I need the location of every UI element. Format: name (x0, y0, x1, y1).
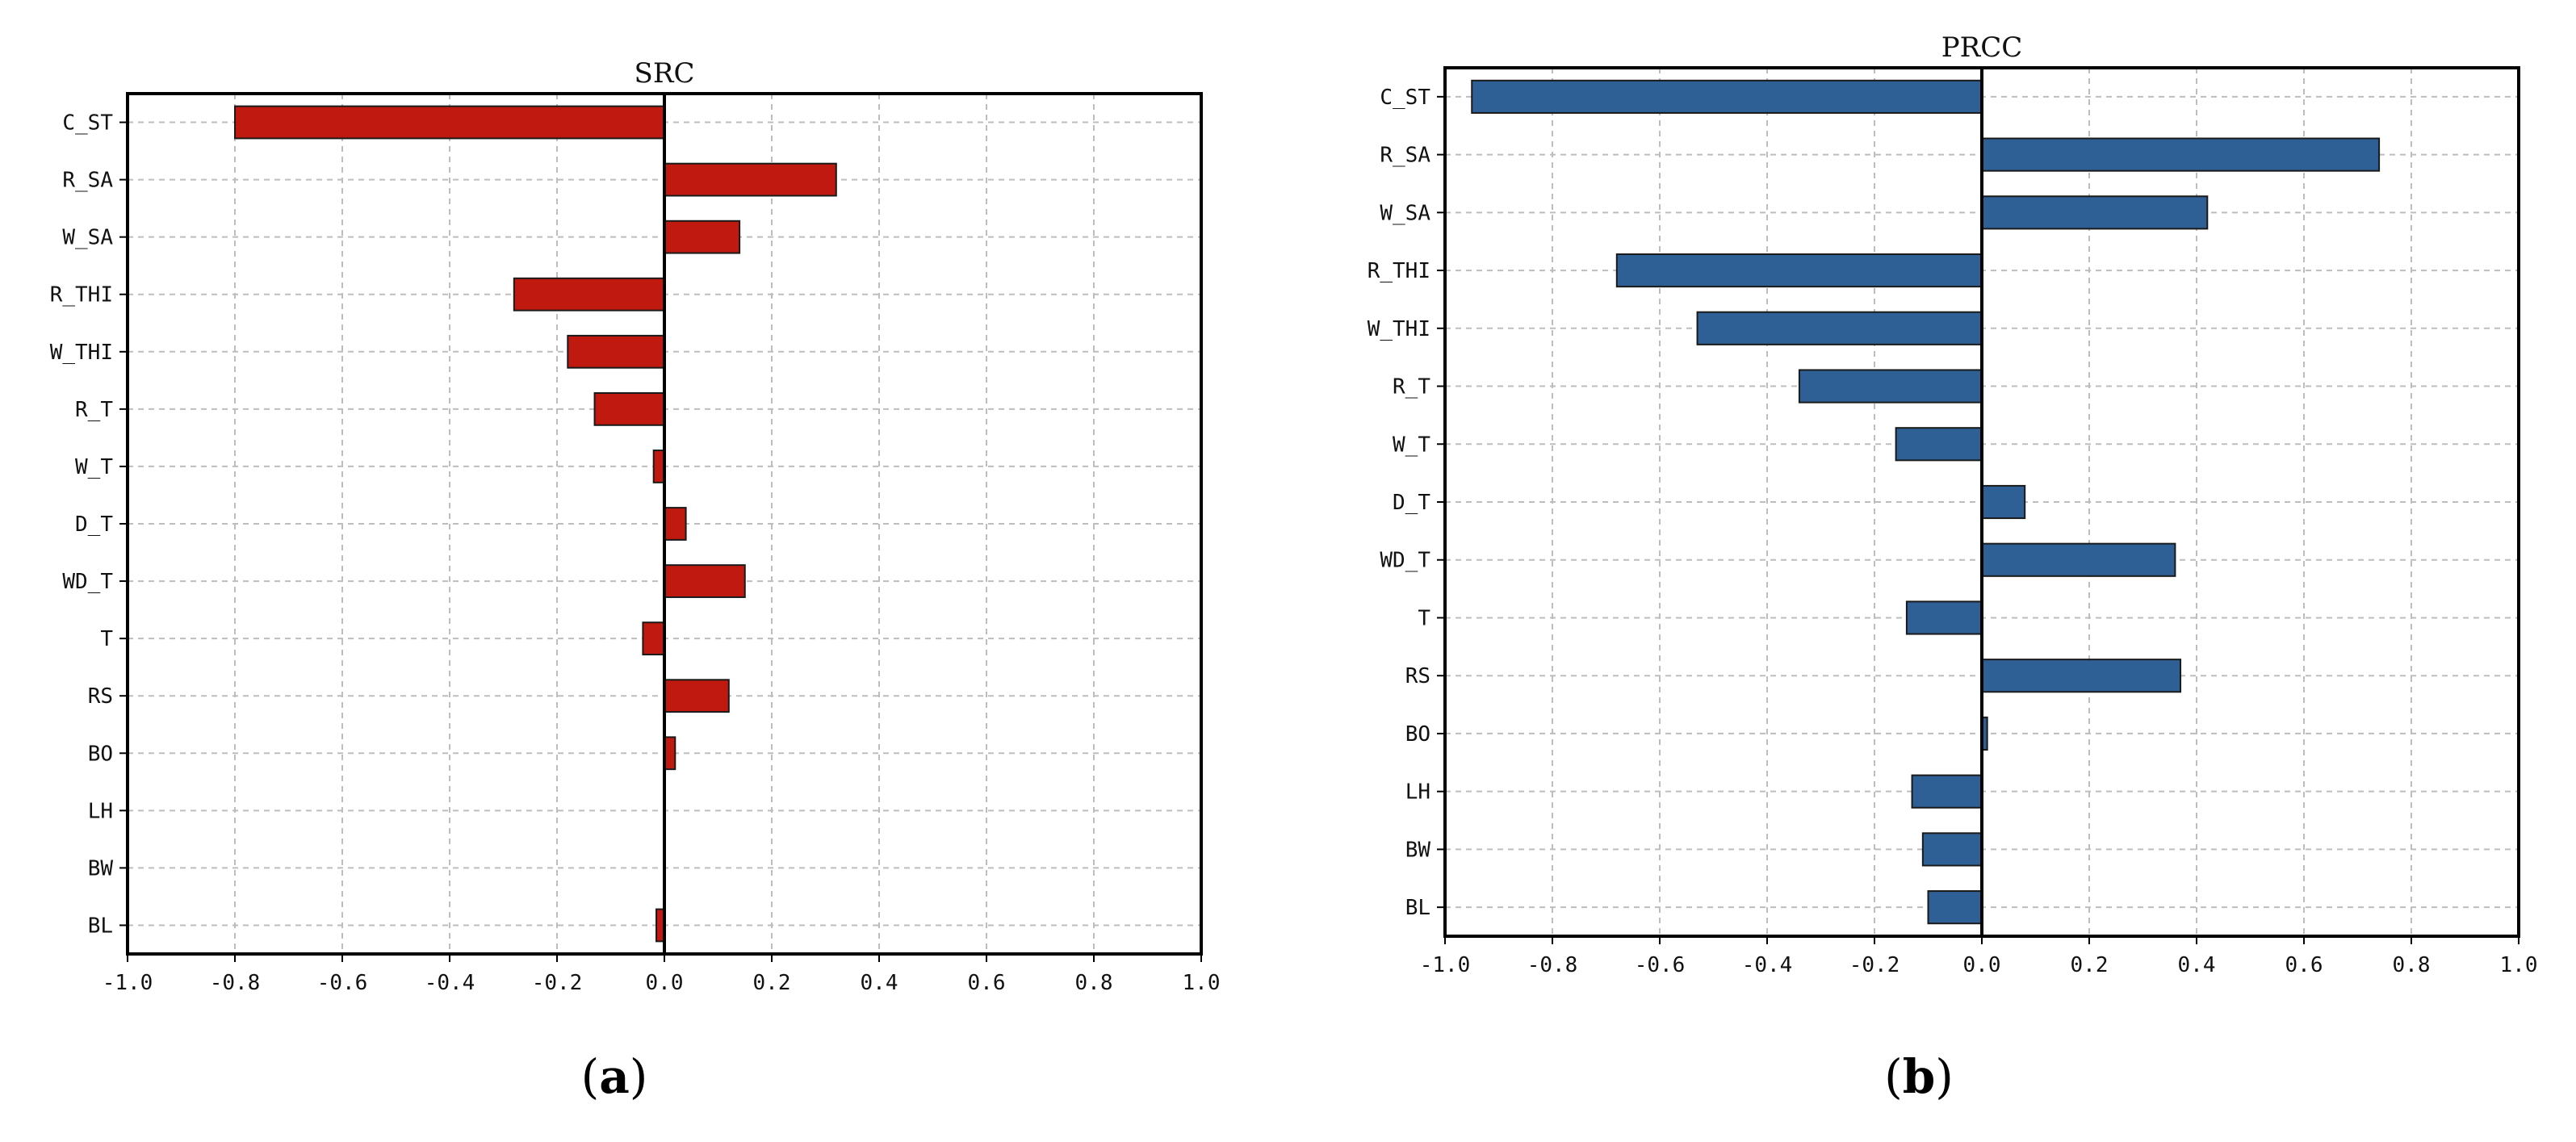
bar-w-t (1895, 427, 1983, 462)
category-label: WD_T (62, 570, 113, 594)
category-label: BL (1405, 896, 1430, 920)
bar-rs (664, 679, 730, 713)
category-label: R_T (1393, 375, 1430, 399)
panel-label-a: (a) (580, 1049, 648, 1104)
bar-r-sa (664, 162, 837, 197)
bar-r-thi (513, 277, 665, 312)
category-label: W_SA (62, 226, 113, 250)
category-label: BO (88, 742, 113, 766)
bar-w-sa (1981, 195, 2209, 230)
bar-r-thi (1615, 253, 1983, 288)
category-label: RS (88, 684, 113, 709)
category-label: BO (1405, 722, 1430, 747)
x-tick-label: 1.0 (1183, 971, 1221, 995)
category-label: RS (1405, 664, 1430, 688)
category-label: LH (88, 799, 113, 823)
category-label: R_THI (1368, 259, 1430, 283)
category-label: BW (1405, 838, 1431, 862)
bar-bl (1927, 890, 1983, 925)
chart-title: SRC (635, 57, 695, 90)
x-tick-label: -0.2 (532, 971, 583, 995)
category-label: W_SA (1380, 201, 1430, 225)
bar-wd-t (1981, 542, 2176, 577)
x-tick-label: 0.2 (2071, 953, 2109, 977)
prcc-chart: C_ST R_SA W_SA R_THI W_THI R_T W_T D_T WD_T T RS BO… (1368, 31, 2538, 977)
category-label: C_ST (62, 111, 113, 136)
bar-rs (1981, 659, 2182, 693)
bar-d-t (664, 507, 687, 541)
x-tick-label: 0.8 (2393, 953, 2431, 977)
x-tick-label: -1.0 (1420, 953, 1471, 977)
category-label: BL (88, 914, 113, 938)
category-label: LH (1405, 780, 1430, 805)
category-label: T (1418, 606, 1430, 630)
bar-wd-t (664, 564, 746, 598)
category-label: W_T (75, 455, 113, 479)
bar-r-sa (1981, 137, 2381, 172)
x-tick-label: -0.4 (1742, 953, 1793, 977)
category-label: R_THI (50, 283, 113, 307)
category-label: R_T (75, 398, 113, 422)
x-tick-label: -0.8 (1527, 953, 1578, 977)
x-tick-label: 0.0 (646, 971, 684, 995)
bar-w-thi (567, 334, 665, 369)
bar-d-t (1981, 484, 2026, 520)
bar-c-st (1471, 79, 1983, 114)
bar-lh (1911, 774, 1983, 809)
chart-title: PRCC (1941, 31, 2023, 64)
bar-t (1905, 600, 1983, 635)
x-tick-label: 0.4 (2178, 953, 2216, 977)
x-tick-label: -0.6 (317, 971, 368, 995)
bar-t (642, 621, 666, 656)
x-tick-label: 0.4 (861, 971, 898, 995)
x-tick-label: -0.6 (1635, 953, 1686, 977)
x-tick-label: 0.6 (2285, 953, 2323, 977)
category-label: C_ST (1380, 86, 1430, 110)
category-label: D_T (75, 512, 113, 537)
category-label: W_T (1393, 433, 1430, 457)
category-label: W_THI (1368, 317, 1430, 341)
panel-label-b: (b) (1884, 1049, 1954, 1104)
category-label: WD_T (1380, 549, 1430, 573)
x-tick-label: -0.4 (425, 971, 475, 995)
x-tick-label: 0.8 (1075, 971, 1113, 995)
bar-w-thi (1696, 311, 1983, 345)
category-label: BW (88, 856, 114, 881)
category-label: W_THI (50, 341, 113, 365)
category-label: D_T (1393, 491, 1430, 515)
bar-r-t (593, 391, 665, 426)
category-label: T (100, 627, 113, 651)
x-tick-label: 0.0 (1963, 953, 2001, 977)
x-tick-label: -0.8 (210, 971, 261, 995)
category-label: R_SA (62, 169, 113, 193)
x-tick-label: 0.6 (968, 971, 1006, 995)
category-label: R_SA (1380, 144, 1430, 168)
x-tick-label: 0.2 (753, 971, 791, 995)
src-chart: C_ST R_SA W_SA R_THI W_THI R_T W_T D_T WD_T T RS BO… (50, 57, 1221, 995)
x-tick-label: -0.2 (1849, 953, 1900, 977)
bar-w-sa (664, 220, 741, 254)
bar-r-t (1798, 369, 1983, 404)
bar-c-st (234, 105, 665, 140)
x-tick-label: -1.0 (103, 971, 153, 995)
bar-bw (1921, 832, 1983, 867)
x-tick-label: 1.0 (2500, 953, 2538, 977)
